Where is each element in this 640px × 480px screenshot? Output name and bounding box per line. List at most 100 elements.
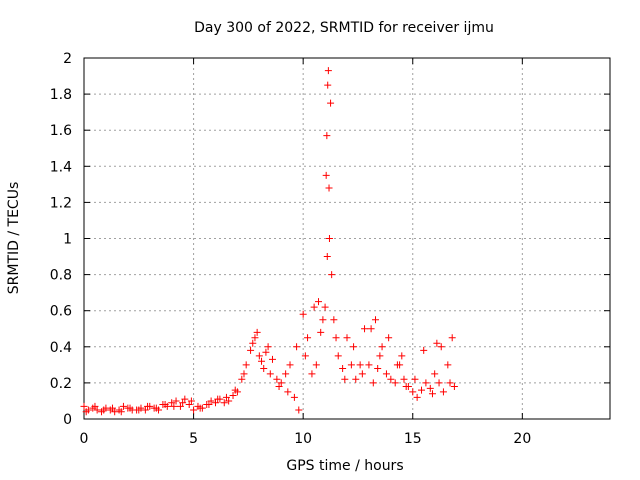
data-point bbox=[214, 395, 222, 403]
data-point bbox=[308, 370, 316, 378]
data-point bbox=[398, 352, 406, 360]
data-point bbox=[330, 316, 338, 324]
y-axis-label: SRMTID / TECUs bbox=[6, 182, 22, 295]
data-point bbox=[253, 328, 261, 336]
x-tick-label: 5 bbox=[189, 431, 198, 447]
data-point bbox=[319, 316, 327, 324]
data-point bbox=[277, 379, 285, 387]
data-point bbox=[108, 404, 116, 412]
data-point bbox=[325, 235, 333, 242]
data-point bbox=[310, 303, 318, 311]
data-point bbox=[393, 361, 401, 369]
data-point bbox=[400, 375, 408, 383]
data-point bbox=[352, 375, 360, 383]
y-tick-label: 1 bbox=[63, 232, 72, 248]
data-point bbox=[179, 399, 187, 407]
data-point bbox=[317, 328, 325, 336]
data-point bbox=[207, 397, 215, 405]
data-point bbox=[249, 339, 257, 347]
grid bbox=[84, 58, 610, 419]
data-point bbox=[282, 370, 290, 378]
data-point bbox=[229, 392, 237, 400]
data-point bbox=[382, 370, 390, 378]
y-tick-label: 1.4 bbox=[50, 159, 72, 175]
data-point bbox=[402, 383, 410, 391]
data-point bbox=[141, 406, 149, 414]
data-point bbox=[341, 375, 349, 383]
data-point bbox=[126, 404, 134, 412]
data-point bbox=[301, 352, 309, 360]
data-point bbox=[299, 310, 307, 318]
x-tick-label: 0 bbox=[80, 431, 89, 447]
y-tick-label: 0.8 bbox=[50, 268, 72, 284]
y-tick-label: 0.2 bbox=[50, 376, 72, 392]
data-point bbox=[426, 384, 434, 392]
data-point bbox=[260, 364, 268, 372]
data-point bbox=[350, 343, 358, 351]
data-point bbox=[356, 361, 364, 369]
data-point bbox=[343, 334, 351, 342]
data-point bbox=[444, 361, 452, 369]
data-point bbox=[323, 253, 331, 261]
data-point bbox=[111, 408, 119, 416]
x-tick-label: 15 bbox=[404, 431, 422, 447]
data-point bbox=[161, 401, 169, 409]
data-point bbox=[247, 346, 255, 354]
data-point bbox=[264, 343, 272, 351]
y-tick-label: 2 bbox=[63, 51, 72, 67]
data-point bbox=[238, 375, 246, 383]
data-point bbox=[422, 379, 430, 387]
data-point bbox=[321, 303, 329, 311]
data-point bbox=[332, 334, 340, 342]
chart-title: Day 300 of 2022, SRMTID for receiver ijm… bbox=[194, 20, 494, 36]
data-point bbox=[324, 81, 332, 89]
data-point bbox=[385, 334, 393, 342]
data-point bbox=[446, 379, 454, 387]
data-point bbox=[450, 383, 458, 391]
data-point bbox=[431, 370, 439, 378]
data-point bbox=[293, 343, 301, 351]
data-point bbox=[323, 132, 331, 140]
y-tick-label: 0 bbox=[63, 412, 72, 428]
data-point bbox=[172, 397, 180, 405]
data-point bbox=[117, 408, 125, 416]
data-point bbox=[266, 370, 274, 378]
data-point bbox=[91, 402, 99, 410]
data-point bbox=[439, 388, 447, 396]
data-point bbox=[181, 395, 189, 403]
data-point bbox=[420, 346, 428, 354]
data-point bbox=[435, 379, 443, 387]
data-point bbox=[347, 361, 355, 369]
data-point bbox=[367, 325, 375, 333]
data-point bbox=[334, 352, 342, 360]
data-point bbox=[286, 361, 294, 369]
data-point bbox=[80, 402, 88, 410]
data-point bbox=[190, 406, 198, 414]
y-tick-label: 0.4 bbox=[50, 340, 72, 356]
data-point bbox=[176, 402, 184, 410]
data-point bbox=[152, 404, 160, 412]
x-tick-label: 20 bbox=[513, 431, 531, 447]
data-point bbox=[212, 399, 219, 407]
data-point bbox=[328, 271, 336, 279]
data-point bbox=[312, 361, 320, 369]
data-point bbox=[361, 325, 369, 333]
axis-ticks: 00.20.40.60.811.21.41.61.820 5 10 15 20 bbox=[50, 51, 610, 447]
data-point bbox=[322, 171, 330, 179]
data-point bbox=[100, 406, 108, 414]
data-point bbox=[295, 406, 303, 414]
data-point bbox=[371, 316, 379, 324]
data-point bbox=[240, 370, 248, 378]
data-points bbox=[80, 67, 458, 416]
data-point bbox=[222, 393, 230, 401]
data-point bbox=[327, 99, 335, 107]
data-point bbox=[231, 386, 239, 394]
data-point bbox=[437, 343, 445, 351]
data-point bbox=[187, 397, 195, 405]
data-point bbox=[448, 334, 456, 342]
data-point bbox=[325, 184, 333, 192]
x-axis-label: GPS time / hours bbox=[286, 458, 403, 474]
data-point bbox=[324, 67, 332, 75]
data-point bbox=[242, 361, 250, 369]
